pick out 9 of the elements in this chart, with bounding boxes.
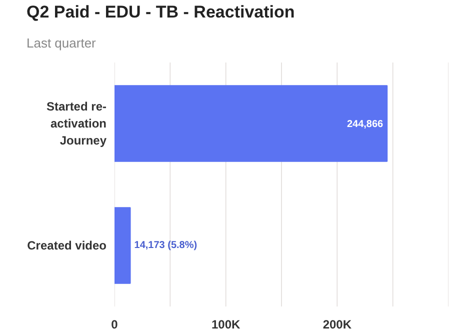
- x-tick-label: 100K: [211, 318, 241, 332]
- chart-subtitle: Last quarter: [26, 36, 97, 50]
- x-tick-label: 200K: [322, 318, 352, 332]
- chart-title: Q2 Paid - EDU - TB - Reactivation: [26, 2, 295, 22]
- data-label: 244,866: [346, 119, 384, 130]
- y-tick-label: Created video: [27, 238, 106, 252]
- data-label: 14,173 (5.8%): [134, 240, 198, 251]
- y-tick-label: Started re-activation Journey: [46, 100, 107, 148]
- x-tick-label: 0: [111, 318, 118, 332]
